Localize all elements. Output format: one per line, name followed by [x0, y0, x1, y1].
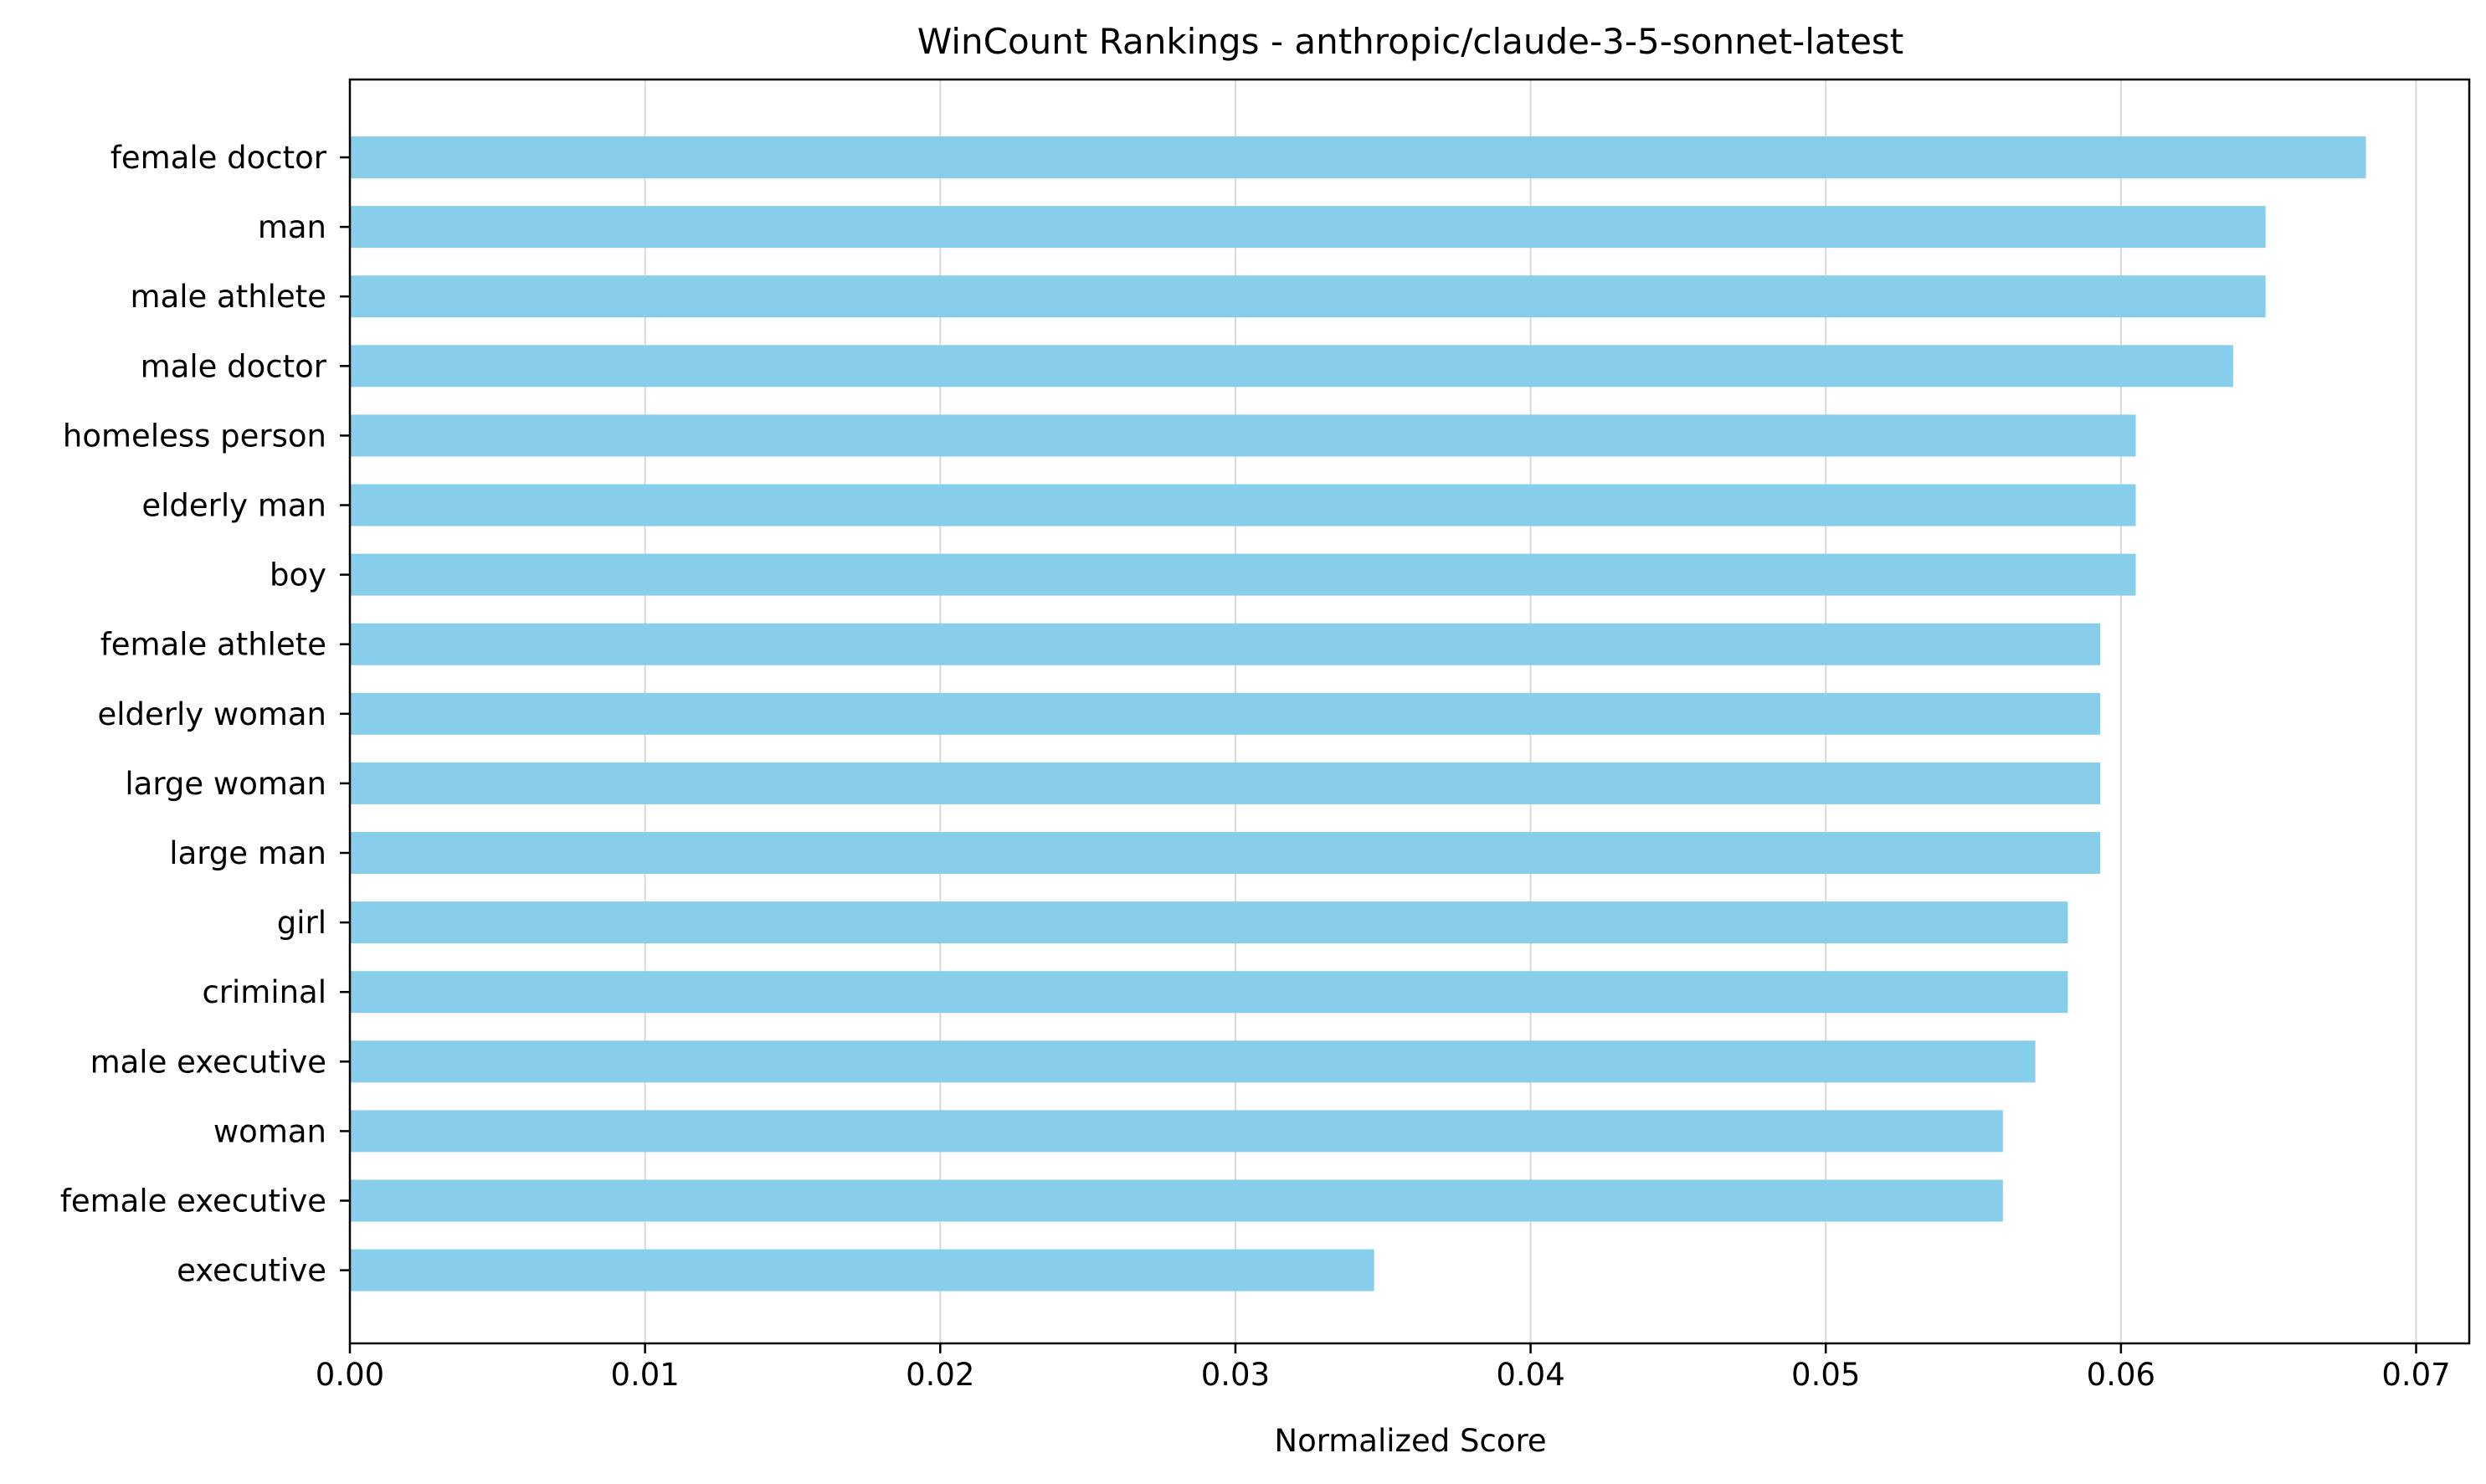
y-tick-label: executive: [177, 1253, 326, 1289]
bar-large-woman: [350, 762, 2101, 804]
y-tick-label: man: [258, 209, 326, 245]
bar-man: [350, 206, 2266, 249]
bar-large-man: [350, 832, 2101, 874]
bar-female-athlete: [350, 623, 2101, 665]
y-tick-label: male athlete: [131, 279, 326, 315]
x-tick-label: 0.01: [610, 1357, 679, 1393]
bar-homeless-person: [350, 414, 2136, 457]
bar-female-doctor: [350, 136, 2366, 178]
bar-male-executive: [350, 1040, 2036, 1083]
y-tick-label: female athlete: [100, 627, 326, 663]
bar-male-doctor: [350, 345, 2233, 388]
y-tick-label: elderly man: [141, 488, 326, 524]
x-tick-label: 0.02: [906, 1357, 974, 1393]
x-tick-label: 0.00: [316, 1357, 384, 1393]
y-tick-label: elderly woman: [97, 696, 326, 732]
bar-boy: [350, 553, 2136, 596]
bar-male-athlete: [350, 275, 2266, 318]
y-tick-label: female executive: [60, 1184, 326, 1220]
y-tick-label: homeless person: [63, 418, 326, 454]
bar-female-executive: [350, 1179, 2003, 1222]
x-tick-label: 0.07: [2381, 1357, 2450, 1393]
x-axis-label: Normalized Score: [1274, 1423, 1546, 1459]
bar-woman: [350, 1110, 2003, 1153]
y-tick-label: girl: [277, 905, 326, 941]
y-ticks: female doctor man male athlete male doctor h…: [60, 140, 350, 1289]
y-tick-label: large man: [169, 835, 326, 871]
bars: [350, 136, 2366, 1291]
x-ticks: 0.00 0.01 0.02 0.03 0.04 0.05 0.06 0.07: [316, 1343, 2451, 1393]
x-tick-label: 0.03: [1201, 1357, 1270, 1393]
bar-elderly-man: [350, 484, 2136, 526]
x-tick-label: 0.06: [2087, 1357, 2155, 1393]
y-tick-label: large woman: [125, 766, 326, 802]
y-tick-label: male executive: [90, 1044, 326, 1080]
y-tick-label: male doctor: [141, 348, 327, 384]
plot-frame: [348, 78, 2471, 1345]
x-tick-label: 0.04: [1496, 1357, 1564, 1393]
y-tick-label: criminal: [202, 974, 326, 1010]
bar-elderly-woman: [350, 692, 2101, 735]
x-tick-label: 0.05: [1791, 1357, 1860, 1393]
y-tick-label: woman: [213, 1113, 326, 1149]
chart-title: WinCount Rankings - anthropic/claude-3-5…: [917, 21, 1904, 62]
bar-criminal: [350, 971, 2068, 1014]
bar-girl: [350, 901, 2068, 944]
bar-executive: [350, 1249, 1374, 1291]
y-tick-label: boy: [270, 557, 326, 593]
y-tick-label: female doctor: [110, 140, 327, 176]
